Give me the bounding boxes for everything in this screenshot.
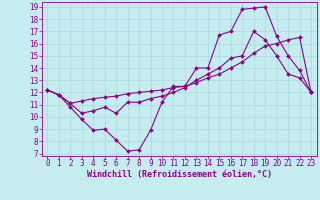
X-axis label: Windchill (Refroidissement éolien,°C): Windchill (Refroidissement éolien,°C) <box>87 170 272 179</box>
